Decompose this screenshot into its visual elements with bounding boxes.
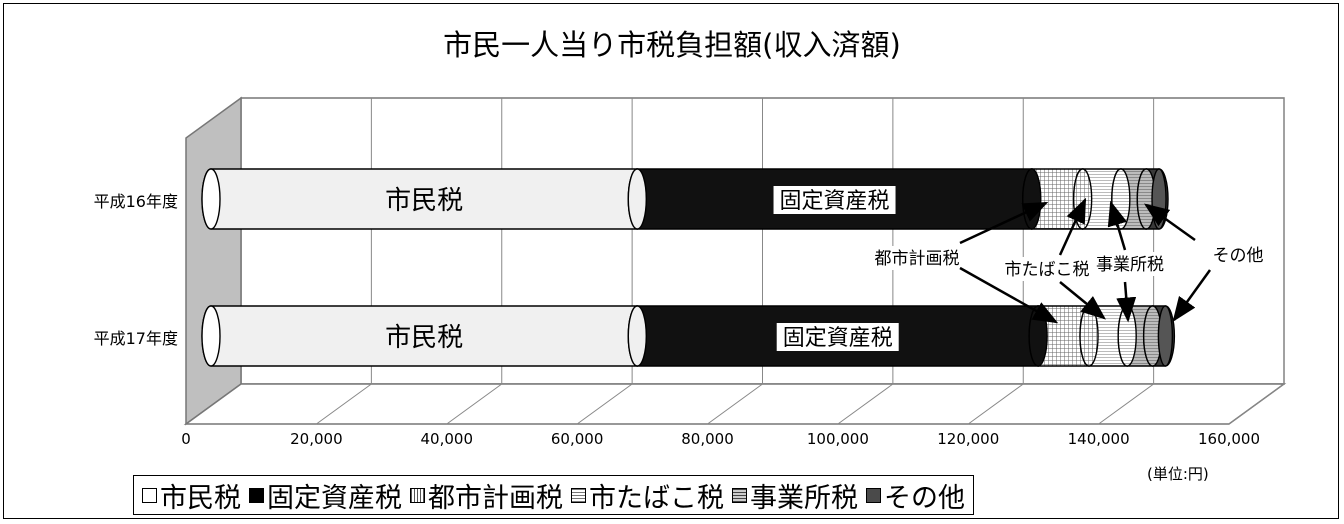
legend-swatch <box>249 487 264 503</box>
x-tick-label: 40,000 <box>421 430 474 448</box>
annotation-label: 事業所税 <box>1096 255 1164 275</box>
legend-item: 市たばこ税 <box>571 476 724 515</box>
legend-swatch <box>732 487 747 503</box>
x-tick-label: 0 <box>181 430 191 448</box>
annotation-bg <box>999 257 1095 281</box>
annotation-bg <box>869 246 965 270</box>
floor-gridline <box>316 383 372 425</box>
legend-swatch <box>866 487 881 503</box>
legend-label: 市たばこ税 <box>589 482 724 514</box>
bar-label: 固定資産税 <box>780 189 890 214</box>
bar-segment-cap <box>1079 305 1099 367</box>
legend-swatch <box>571 487 586 503</box>
legend-item: その他 <box>866 476 965 515</box>
annotation-arrow <box>959 201 1049 245</box>
floor-gridline <box>1228 383 1285 425</box>
annotation-arrow <box>1116 281 1137 323</box>
x-tick-label: 120,000 <box>937 430 999 448</box>
annotation-arrow <box>1143 203 1196 242</box>
legend-label: 市民税 <box>160 482 241 514</box>
bar-segment-cap <box>1111 168 1131 230</box>
x-tick-label: 100,000 <box>807 430 869 448</box>
floor-gridline <box>576 383 633 425</box>
legend-item: 固定資産税 <box>249 476 402 515</box>
annotation-arrow <box>1107 200 1128 251</box>
annotation-label: 市たばこ税 <box>1005 260 1090 280</box>
legend-label: 事業所税 <box>750 482 858 514</box>
legend-item: 市民税 <box>142 476 241 515</box>
legend-item: 都市計画税 <box>410 476 563 515</box>
x-tick-label: 160,000 <box>1198 430 1260 448</box>
x-tick-label: 80,000 <box>681 430 734 448</box>
legend-label: その他 <box>884 482 965 514</box>
floor-gridline <box>1098 383 1154 425</box>
legend: 市民税 固定資産税 都市計画税 市たばこ税 事業所税 その他 <box>133 475 974 515</box>
bar-label-bg <box>776 323 899 351</box>
legend-label: 固定資産税 <box>267 482 402 514</box>
legend-label: 都市計画税 <box>428 482 563 514</box>
annotation-arrow <box>1059 281 1106 320</box>
chart-title: 市民一人当り市税負担額(収入済額) <box>443 28 901 62</box>
floor-gridline <box>707 383 763 425</box>
annotation-arrow <box>959 266 1059 324</box>
bar-segment-cap <box>201 305 221 367</box>
bar-label: 市民税 <box>385 186 463 216</box>
bar-label: 固定資産税 <box>783 326 893 351</box>
bar-segment-cap <box>627 168 647 230</box>
legend-item: 事業所税 <box>732 476 858 515</box>
x-tick-label: 140,000 <box>1068 430 1130 448</box>
annotation-arrow <box>1172 269 1212 323</box>
annotation-bg <box>1207 243 1269 267</box>
annotation-label: その他 <box>1213 246 1264 266</box>
legend-swatch <box>142 487 157 503</box>
annotation-label: 都市計画税 <box>875 249 960 269</box>
floor-gridline <box>837 383 894 425</box>
bar-segment-cap <box>1022 168 1042 230</box>
floor-gridline <box>967 383 1024 425</box>
bar-end-cap <box>1157 305 1174 367</box>
x-tick-label: 20,000 <box>290 430 343 448</box>
legend-swatch <box>410 487 425 503</box>
floor-gridline <box>446 383 503 425</box>
bar-end-cap <box>1151 168 1167 230</box>
annotation-arrow <box>1058 197 1087 256</box>
y-tick-label: 平成17年度 <box>94 329 178 348</box>
annotation-bg <box>1091 252 1169 276</box>
unit-label: (単位:円) <box>1147 465 1209 483</box>
bar-label: 市民税 <box>385 323 463 353</box>
plot-side-wall <box>185 96 242 426</box>
bar-segment-cap <box>627 305 647 367</box>
bar-segment-cap <box>201 168 221 230</box>
y-tick-label: 平成16年度 <box>94 192 178 211</box>
x-tick-label: 60,000 <box>551 430 604 448</box>
bar-label-bg <box>773 186 896 214</box>
